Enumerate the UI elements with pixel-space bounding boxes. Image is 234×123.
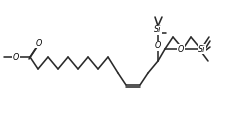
Text: O: O [178, 45, 184, 54]
Text: Si: Si [154, 25, 162, 34]
Text: O: O [155, 41, 161, 51]
Text: O: O [36, 38, 42, 47]
Text: O: O [13, 53, 19, 62]
Text: Si: Si [198, 45, 206, 54]
